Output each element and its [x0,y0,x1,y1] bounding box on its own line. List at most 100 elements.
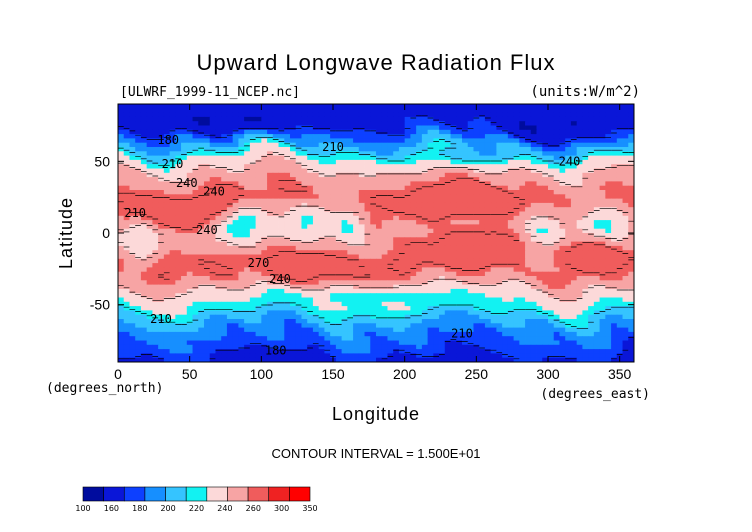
flux-cell [295,125,302,131]
flux-cell [198,125,205,131]
flux-cell [439,164,446,169]
flux-cell [146,129,153,135]
flux-cell [456,228,463,234]
flux-cell [416,129,423,135]
flux-cell [238,263,245,268]
flux-cell [588,254,595,260]
flux-cell [616,151,623,156]
flux-cell [324,220,331,225]
flux-cell [330,181,337,187]
flux-cell [181,215,188,221]
flux-cell [175,168,182,174]
flux-cell [267,310,274,316]
flux-cell [324,323,331,328]
flux-cell [588,181,595,187]
flux-cell [209,164,216,169]
flux-cell [324,112,331,118]
flux-cell [186,202,193,208]
flux-cell [502,168,509,174]
flux-cell [444,280,451,285]
flux-cell [163,340,170,346]
flux-cell [221,306,228,311]
flux-cell [181,241,188,247]
flux-cell [605,211,612,217]
flux-cell [484,267,492,273]
flux-cell [616,190,623,195]
flux-cell [490,297,497,303]
flux-cell [118,331,125,337]
flux-cell [479,108,486,113]
flux-cell [582,319,589,324]
flux-cell [221,327,228,333]
flux-cell [278,194,285,199]
flux-cell [462,336,469,341]
flux-cell [209,194,216,199]
flux-cell [582,267,589,273]
flux-cell [353,288,360,294]
flux-cell [462,185,469,191]
flux-cell [370,280,377,285]
flux-cell [209,147,216,152]
flux-cell [616,138,623,144]
flux-cell [307,177,314,182]
flux-cell [221,297,228,303]
flux-cell [215,331,222,337]
flux-cell [347,215,354,221]
flux-cell [393,250,400,255]
flux-cell [209,168,216,174]
flux-cell [502,271,509,277]
flux-cell [192,276,199,281]
flux-cell [444,104,451,109]
flux-cell [462,181,469,187]
flux-cell [347,202,354,208]
flux-cell [307,151,314,156]
flux-cell [347,267,354,273]
flux-cell [169,134,176,139]
flux-cell [467,108,474,113]
flux-cell [353,121,360,126]
flux-cell [129,297,136,303]
flux-cell [593,194,600,199]
flux-cell [416,310,423,316]
flux-cell [267,306,274,311]
flux-cell [221,237,228,242]
flux-cell [496,310,503,316]
flux-cell [582,288,589,294]
flux-cell [542,168,549,174]
flux-cell [152,121,159,126]
flux-cell [427,215,434,221]
flux-cell [536,293,543,298]
flux-cell [467,172,474,178]
flux-cell [616,310,623,316]
flux-cell [393,327,400,333]
flux-cell [513,310,520,316]
flux-cell [307,258,314,264]
flux-cell [198,220,205,225]
flux-cell [226,125,234,131]
flux-cell [307,241,314,247]
flux-cell [181,267,188,273]
flux-cell [387,293,394,298]
flux-cell [318,340,325,346]
flux-cell [416,207,423,212]
flux-cell [312,297,320,303]
flux-cell [519,125,526,131]
flux-cell [198,190,205,195]
flux-cell [175,151,182,156]
flux-cell [582,198,589,204]
flux-cell [186,327,193,333]
flux-cell [381,168,388,174]
flux-cell [490,172,497,178]
flux-cell [450,142,457,148]
flux-cell [456,194,463,199]
flux-cell [301,263,308,268]
flux-cell [616,301,623,307]
flux-cell [324,276,331,281]
flux-cell [341,228,348,234]
flux-cell [335,258,342,264]
flux-cell [628,306,634,311]
flux-cell [226,228,234,234]
flux-cell [416,276,423,281]
flux-cell [605,177,612,182]
flux-cell [123,288,130,294]
